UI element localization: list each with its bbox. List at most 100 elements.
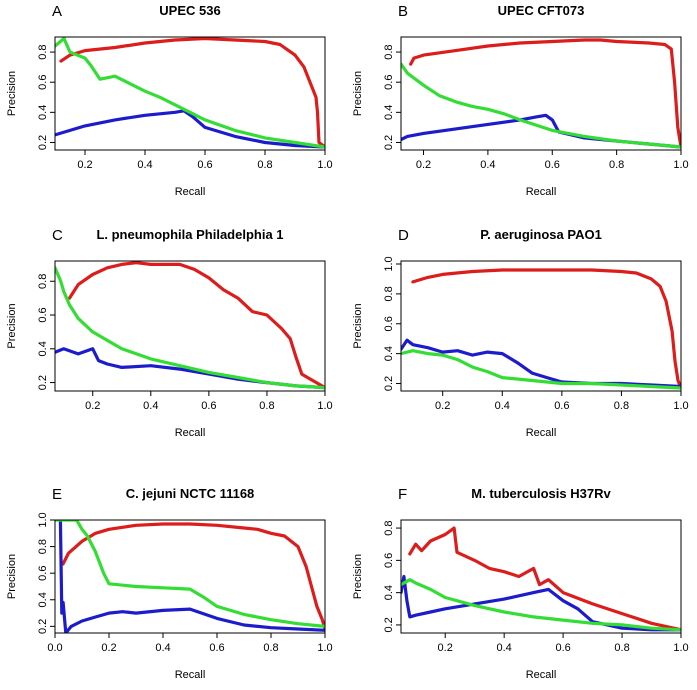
series-line-green [55,37,325,149]
series-line-red [411,268,681,390]
x-tick-label: 0.8 [614,642,629,654]
y-tick-label: 0.6 [37,307,49,322]
x-tick-label: 0.2 [416,159,431,171]
x-tick-label: 0.8 [263,642,278,654]
series-line-red [67,261,325,390]
panel-letter: F [398,486,407,503]
panel-letter: D [398,227,409,244]
series-line-red [409,38,681,149]
y-axis-label: Precision [6,71,18,116]
y-tick-label: 0.2 [383,135,395,150]
x-tick-label: 0.6 [555,642,570,654]
y-tick-label: 0.6 [383,553,395,568]
x-tick-label: 1.0 [317,642,332,654]
series-group [55,37,325,149]
x-tick-label: 0.4 [480,159,495,171]
x-axis-label: Recall [526,669,557,681]
x-axis-label: Recall [175,669,206,681]
panel-title: P. aeruginosa PAO1 [480,227,602,242]
x-tick-label: 0.2 [435,400,450,412]
x-tick-label: 0.2 [101,642,116,654]
plot-frame [400,36,682,151]
panel-letter: A [52,3,62,20]
x-tick-label: 0.4 [155,642,170,654]
x-tick-label: 0.6 [201,400,216,412]
y-tick-label: 0.6 [383,316,395,331]
y-tick-label: 0.8 [37,539,49,554]
y-tick-label: 0.4 [37,341,49,356]
panel-f: 0.2 0.4 0.6 0.8 1.0 0.2 0.4 0.6 0.8 Recall Precisi… [352,486,689,681]
y-tick-label: 0.4 [383,585,395,600]
plot-frame [400,260,682,392]
y-tick-label: 0.4 [37,105,49,120]
plot-frame [54,519,326,634]
series-line-green [401,62,681,149]
series-line-green [401,349,681,390]
x-tick-label: 0.0 [47,642,62,654]
x-tick-label: 0.4 [143,400,158,412]
plot-frame [54,36,326,151]
y-tick-label: 0.6 [37,75,49,90]
series-line-green [55,266,325,390]
y-axis-label: Precision [6,303,18,348]
panel-a: 0.2 0.4 0.6 0.8 1.0 0.2 0.4 0.6 0.8 Recall Precisi… [6,3,333,198]
x-tick-label: 0.2 [438,642,453,654]
series-line-blue [58,520,325,633]
x-axis-label: Recall [175,427,206,439]
x-tick-label: 1.0 [673,159,688,171]
y-tick-label: 0.4 [37,592,49,607]
x-tick-label: 0.8 [609,159,624,171]
series-group [401,268,681,390]
x-tick-label: 0.8 [257,159,272,171]
plot-frame [54,260,326,392]
y-tick-label: 0.2 [383,376,395,391]
series-group [401,526,681,632]
x-tick-label: 1.0 [317,159,332,171]
y-axis-label: Precision [352,71,364,116]
y-tick-label: 1.0 [383,256,395,271]
y-tick-label: 0.6 [383,75,395,90]
y-tick-label: 0.2 [37,375,49,390]
series-group [55,261,325,390]
panel-letter: B [398,3,408,20]
series-line-green [55,520,325,629]
y-tick-label: 0.8 [37,44,49,59]
x-tick-label: 0.4 [495,400,510,412]
x-tick-label: 0.6 [554,400,569,412]
panel-title: UPEC CFT073 [498,3,585,18]
series-line-red [61,522,325,631]
series-line-green [401,578,681,632]
y-tick-label: 0.6 [37,566,49,581]
panel-title: UPEC 536 [159,3,220,18]
x-tick-label: 0.8 [614,400,629,412]
x-tick-label: 0.6 [209,642,224,654]
panel-title: M. tuberculosis H37Rv [471,486,611,501]
y-tick-label: 0.2 [383,617,395,632]
x-tick-label: 1.0 [673,400,688,412]
panel-letter: E [52,486,62,503]
series-line-red [59,37,325,149]
y-tick-label: 0.4 [383,346,395,361]
y-tick-label: 0.4 [383,105,395,120]
x-tick-label: 0.4 [137,159,152,171]
panel-c: 0.2 0.4 0.6 0.8 1.0 0.2 0.4 0.6 0.8 Recall Precisi… [6,227,333,439]
y-tick-label: 0.8 [383,286,395,301]
panel-e: 0.0 0.2 0.4 0.6 0.8 1.0 0.2 0.4 0.6 0.8 1.0 Recall P… [6,486,333,681]
x-axis-label: Recall [526,427,557,439]
x-tick-label: 0.2 [77,159,92,171]
x-tick-label: 0.6 [197,159,212,171]
panel-title: L. pneumophila Philadelphia 1 [96,227,283,242]
panel-letter: C [52,227,63,244]
y-axis-label: Precision [352,303,364,348]
panel-title: C. jejuni NCTC 11168 [126,486,255,501]
series-line-red [408,526,681,632]
x-axis-label: Recall [526,186,557,198]
plot-frame [400,519,682,634]
y-axis-label: Precision [352,554,364,599]
y-tick-label: 1.0 [37,512,49,527]
y-tick-label: 0.8 [37,274,49,289]
x-tick-label: 1.0 [317,400,332,412]
x-tick-label: 1.0 [673,642,688,654]
panel-d: 0.2 0.4 0.6 0.8 1.0 0.2 0.4 0.6 0.8 1.0 Recall Prec… [352,227,689,439]
